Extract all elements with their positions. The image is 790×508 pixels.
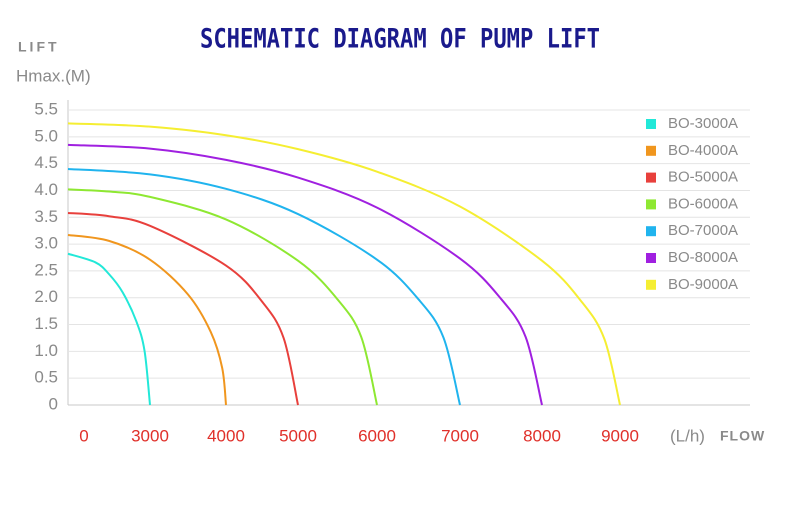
x-tick-label: 4000 xyxy=(207,426,245,445)
y-tick-label: 1.0 xyxy=(34,341,58,360)
legend-label: BO-9000A xyxy=(668,276,738,293)
x-tick-label: 5000 xyxy=(279,426,317,445)
y-tick-label: 0.5 xyxy=(34,368,58,387)
legend-swatch xyxy=(646,145,656,156)
x-tick-label: 6000 xyxy=(358,426,396,445)
y-tick-label: 5.5 xyxy=(34,99,58,118)
y-tick-label: 5.0 xyxy=(34,126,58,145)
y-tick-label: 2.0 xyxy=(34,287,58,306)
legend-swatch xyxy=(646,172,656,183)
legend-swatch xyxy=(646,199,656,210)
series-line xyxy=(67,168,461,406)
series-line xyxy=(67,122,621,406)
legend-swatch xyxy=(646,253,656,263)
legend-label: BO-8000A xyxy=(668,249,738,266)
x-tick-label: 0 xyxy=(79,426,88,445)
y-tick-label: 3.5 xyxy=(34,207,58,226)
legend-label: BO-4000A xyxy=(668,142,738,159)
series-line xyxy=(67,143,543,406)
legend-label: BO-3000A xyxy=(668,115,738,132)
chart-title: SCHEMATIC DIAGRAM OF PUMP LIFT xyxy=(200,24,600,55)
series-line xyxy=(67,233,227,406)
x-tick-label: 9000 xyxy=(601,426,639,445)
legend-swatch xyxy=(646,226,656,237)
legend-label: BO-7000A xyxy=(668,222,738,239)
y-axis-unit: Hmax.(M) xyxy=(16,66,91,85)
x-tick-label: 7000 xyxy=(441,426,479,445)
x-axis-unit: (L/h) xyxy=(670,426,705,445)
y-tick-label: 4.0 xyxy=(34,180,58,199)
y-axis-label: LIFT xyxy=(18,39,60,55)
x-axis-label: FLOW xyxy=(720,428,765,444)
y-tick-label: 1.5 xyxy=(34,314,58,333)
series-line xyxy=(67,211,299,406)
y-tick-label: 2.5 xyxy=(34,260,58,279)
x-tick-label: 8000 xyxy=(523,426,561,445)
y-tick-label: 3.0 xyxy=(34,234,58,253)
x-tick-label: 3000 xyxy=(131,426,169,445)
legend-label: BO-6000A xyxy=(668,195,738,212)
legend-label: BO-5000A xyxy=(668,169,738,186)
y-tick-label: 4.5 xyxy=(34,153,58,172)
series-line xyxy=(67,188,378,406)
y-tick-label: 0 xyxy=(49,394,58,413)
series-line xyxy=(67,252,151,406)
legend-swatch xyxy=(646,279,656,290)
legend-swatch xyxy=(646,119,656,129)
